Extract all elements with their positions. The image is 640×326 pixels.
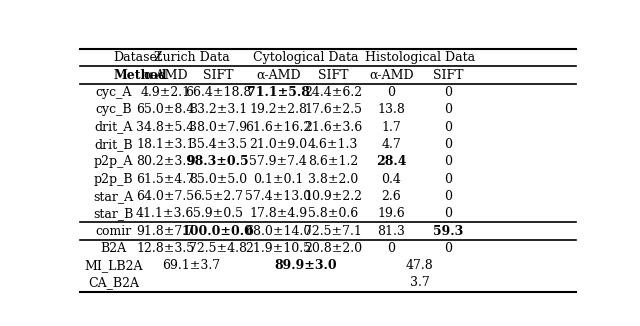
Text: p2p_B: p2p_B bbox=[94, 172, 134, 185]
Text: 57.4±13.0: 57.4±13.0 bbox=[245, 190, 312, 203]
Text: drit_A: drit_A bbox=[95, 121, 133, 134]
Text: 0: 0 bbox=[444, 242, 452, 255]
Text: 0: 0 bbox=[444, 138, 452, 151]
Text: 35.4±3.5: 35.4±3.5 bbox=[189, 138, 247, 151]
Text: α-AMD: α-AMD bbox=[369, 69, 414, 82]
Text: 0: 0 bbox=[444, 172, 452, 185]
Text: 0: 0 bbox=[444, 190, 452, 203]
Text: cyc_B: cyc_B bbox=[95, 103, 132, 116]
Text: Histological Data: Histological Data bbox=[365, 51, 475, 64]
Text: SIFT: SIFT bbox=[317, 69, 348, 82]
Text: 85.0±5.0: 85.0±5.0 bbox=[189, 172, 247, 185]
Text: drit_B: drit_B bbox=[95, 138, 133, 151]
Text: 17.8±4.9: 17.8±4.9 bbox=[250, 207, 307, 220]
Text: 28.4: 28.4 bbox=[376, 155, 407, 168]
Text: 0: 0 bbox=[444, 207, 452, 220]
Text: 65.0±8.4: 65.0±8.4 bbox=[136, 103, 195, 116]
Text: 64.0±7.5: 64.0±7.5 bbox=[136, 190, 195, 203]
Text: 0: 0 bbox=[444, 86, 452, 99]
Text: 66.4±18.8: 66.4±18.8 bbox=[185, 86, 251, 99]
Text: 4.9±2.1: 4.9±2.1 bbox=[140, 86, 190, 99]
Text: 20.8±2.0: 20.8±2.0 bbox=[304, 242, 362, 255]
Text: star_B: star_B bbox=[93, 207, 134, 220]
Text: α-AMD: α-AMD bbox=[143, 69, 188, 82]
Text: 21.9±10.5: 21.9±10.5 bbox=[245, 242, 312, 255]
Text: 61.6±16.2: 61.6±16.2 bbox=[245, 121, 312, 134]
Text: 89.9±3.0: 89.9±3.0 bbox=[275, 259, 337, 272]
Text: 71.1±5.8: 71.1±5.8 bbox=[247, 86, 310, 99]
Text: 0: 0 bbox=[444, 121, 452, 134]
Text: 38.0±7.9: 38.0±7.9 bbox=[189, 121, 247, 134]
Text: comir: comir bbox=[95, 225, 132, 238]
Text: 91.8±7.7: 91.8±7.7 bbox=[136, 225, 195, 238]
Text: 61.5±4.7: 61.5±4.7 bbox=[136, 172, 195, 185]
Text: MI_LB2A: MI_LB2A bbox=[84, 259, 143, 272]
Text: 17.6±2.5: 17.6±2.5 bbox=[304, 103, 362, 116]
Text: 81.3: 81.3 bbox=[378, 225, 405, 238]
Text: 5.9±0.5: 5.9±0.5 bbox=[193, 207, 243, 220]
Text: B2A: B2A bbox=[100, 242, 127, 255]
Text: 0: 0 bbox=[387, 86, 396, 99]
Text: 24.4±6.2: 24.4±6.2 bbox=[304, 86, 362, 99]
Text: α-AMD: α-AMD bbox=[256, 69, 301, 82]
Text: 98.3±0.5: 98.3±0.5 bbox=[187, 155, 249, 168]
Text: 12.8±3.5: 12.8±3.5 bbox=[136, 242, 195, 255]
Text: 69.1±3.7: 69.1±3.7 bbox=[163, 259, 221, 272]
Text: 19.2±2.8: 19.2±2.8 bbox=[250, 103, 307, 116]
Text: Method: Method bbox=[114, 69, 167, 82]
Text: 4.7: 4.7 bbox=[381, 138, 401, 151]
Text: SIFT: SIFT bbox=[203, 69, 233, 82]
Text: 41.1±3.6: 41.1±3.6 bbox=[136, 207, 195, 220]
Text: 19.6: 19.6 bbox=[378, 207, 405, 220]
Text: 21.6±3.6: 21.6±3.6 bbox=[304, 121, 362, 134]
Text: 0: 0 bbox=[444, 155, 452, 168]
Text: star_A: star_A bbox=[93, 190, 134, 203]
Text: p2p_A: p2p_A bbox=[94, 155, 133, 168]
Text: SIFT: SIFT bbox=[433, 69, 463, 82]
Text: CA_B2A: CA_B2A bbox=[88, 276, 140, 289]
Text: 5.8±0.6: 5.8±0.6 bbox=[308, 207, 358, 220]
Text: 83.2±3.1: 83.2±3.1 bbox=[189, 103, 247, 116]
Text: 6.5±2.7: 6.5±2.7 bbox=[193, 190, 243, 203]
Text: 0: 0 bbox=[444, 103, 452, 116]
Text: 3.8±2.0: 3.8±2.0 bbox=[308, 172, 358, 185]
Text: 100.0±0.0: 100.0±0.0 bbox=[182, 225, 254, 238]
Text: 1.7: 1.7 bbox=[381, 121, 401, 134]
Text: 59.3: 59.3 bbox=[433, 225, 463, 238]
Text: 18.1±3.1: 18.1±3.1 bbox=[136, 138, 195, 151]
Text: Cytological Data: Cytological Data bbox=[253, 51, 358, 64]
Text: 47.8: 47.8 bbox=[406, 259, 434, 272]
Text: 34.8±5.4: 34.8±5.4 bbox=[136, 121, 195, 134]
Text: Zurich Data: Zurich Data bbox=[154, 51, 230, 64]
Text: 80.2±3.9: 80.2±3.9 bbox=[136, 155, 195, 168]
Text: 72.5±7.1: 72.5±7.1 bbox=[304, 225, 362, 238]
Text: 72.5±4.8: 72.5±4.8 bbox=[189, 242, 247, 255]
Text: 0: 0 bbox=[387, 242, 396, 255]
Text: 0.4: 0.4 bbox=[381, 172, 401, 185]
Text: 57.9±7.4: 57.9±7.4 bbox=[250, 155, 307, 168]
Text: 10.9±2.2: 10.9±2.2 bbox=[304, 190, 362, 203]
Text: 68.0±14.0: 68.0±14.0 bbox=[245, 225, 312, 238]
Text: 8.6±1.2: 8.6±1.2 bbox=[308, 155, 358, 168]
Text: 0.1±0.1: 0.1±0.1 bbox=[253, 172, 303, 185]
Text: Dataset: Dataset bbox=[114, 51, 163, 64]
Text: 2.6: 2.6 bbox=[381, 190, 401, 203]
Text: 3.7: 3.7 bbox=[410, 276, 429, 289]
Text: 13.8: 13.8 bbox=[378, 103, 405, 116]
Text: cyc_A: cyc_A bbox=[95, 86, 132, 99]
Text: 21.0±9.0: 21.0±9.0 bbox=[250, 138, 307, 151]
Text: 4.6±1.3: 4.6±1.3 bbox=[308, 138, 358, 151]
